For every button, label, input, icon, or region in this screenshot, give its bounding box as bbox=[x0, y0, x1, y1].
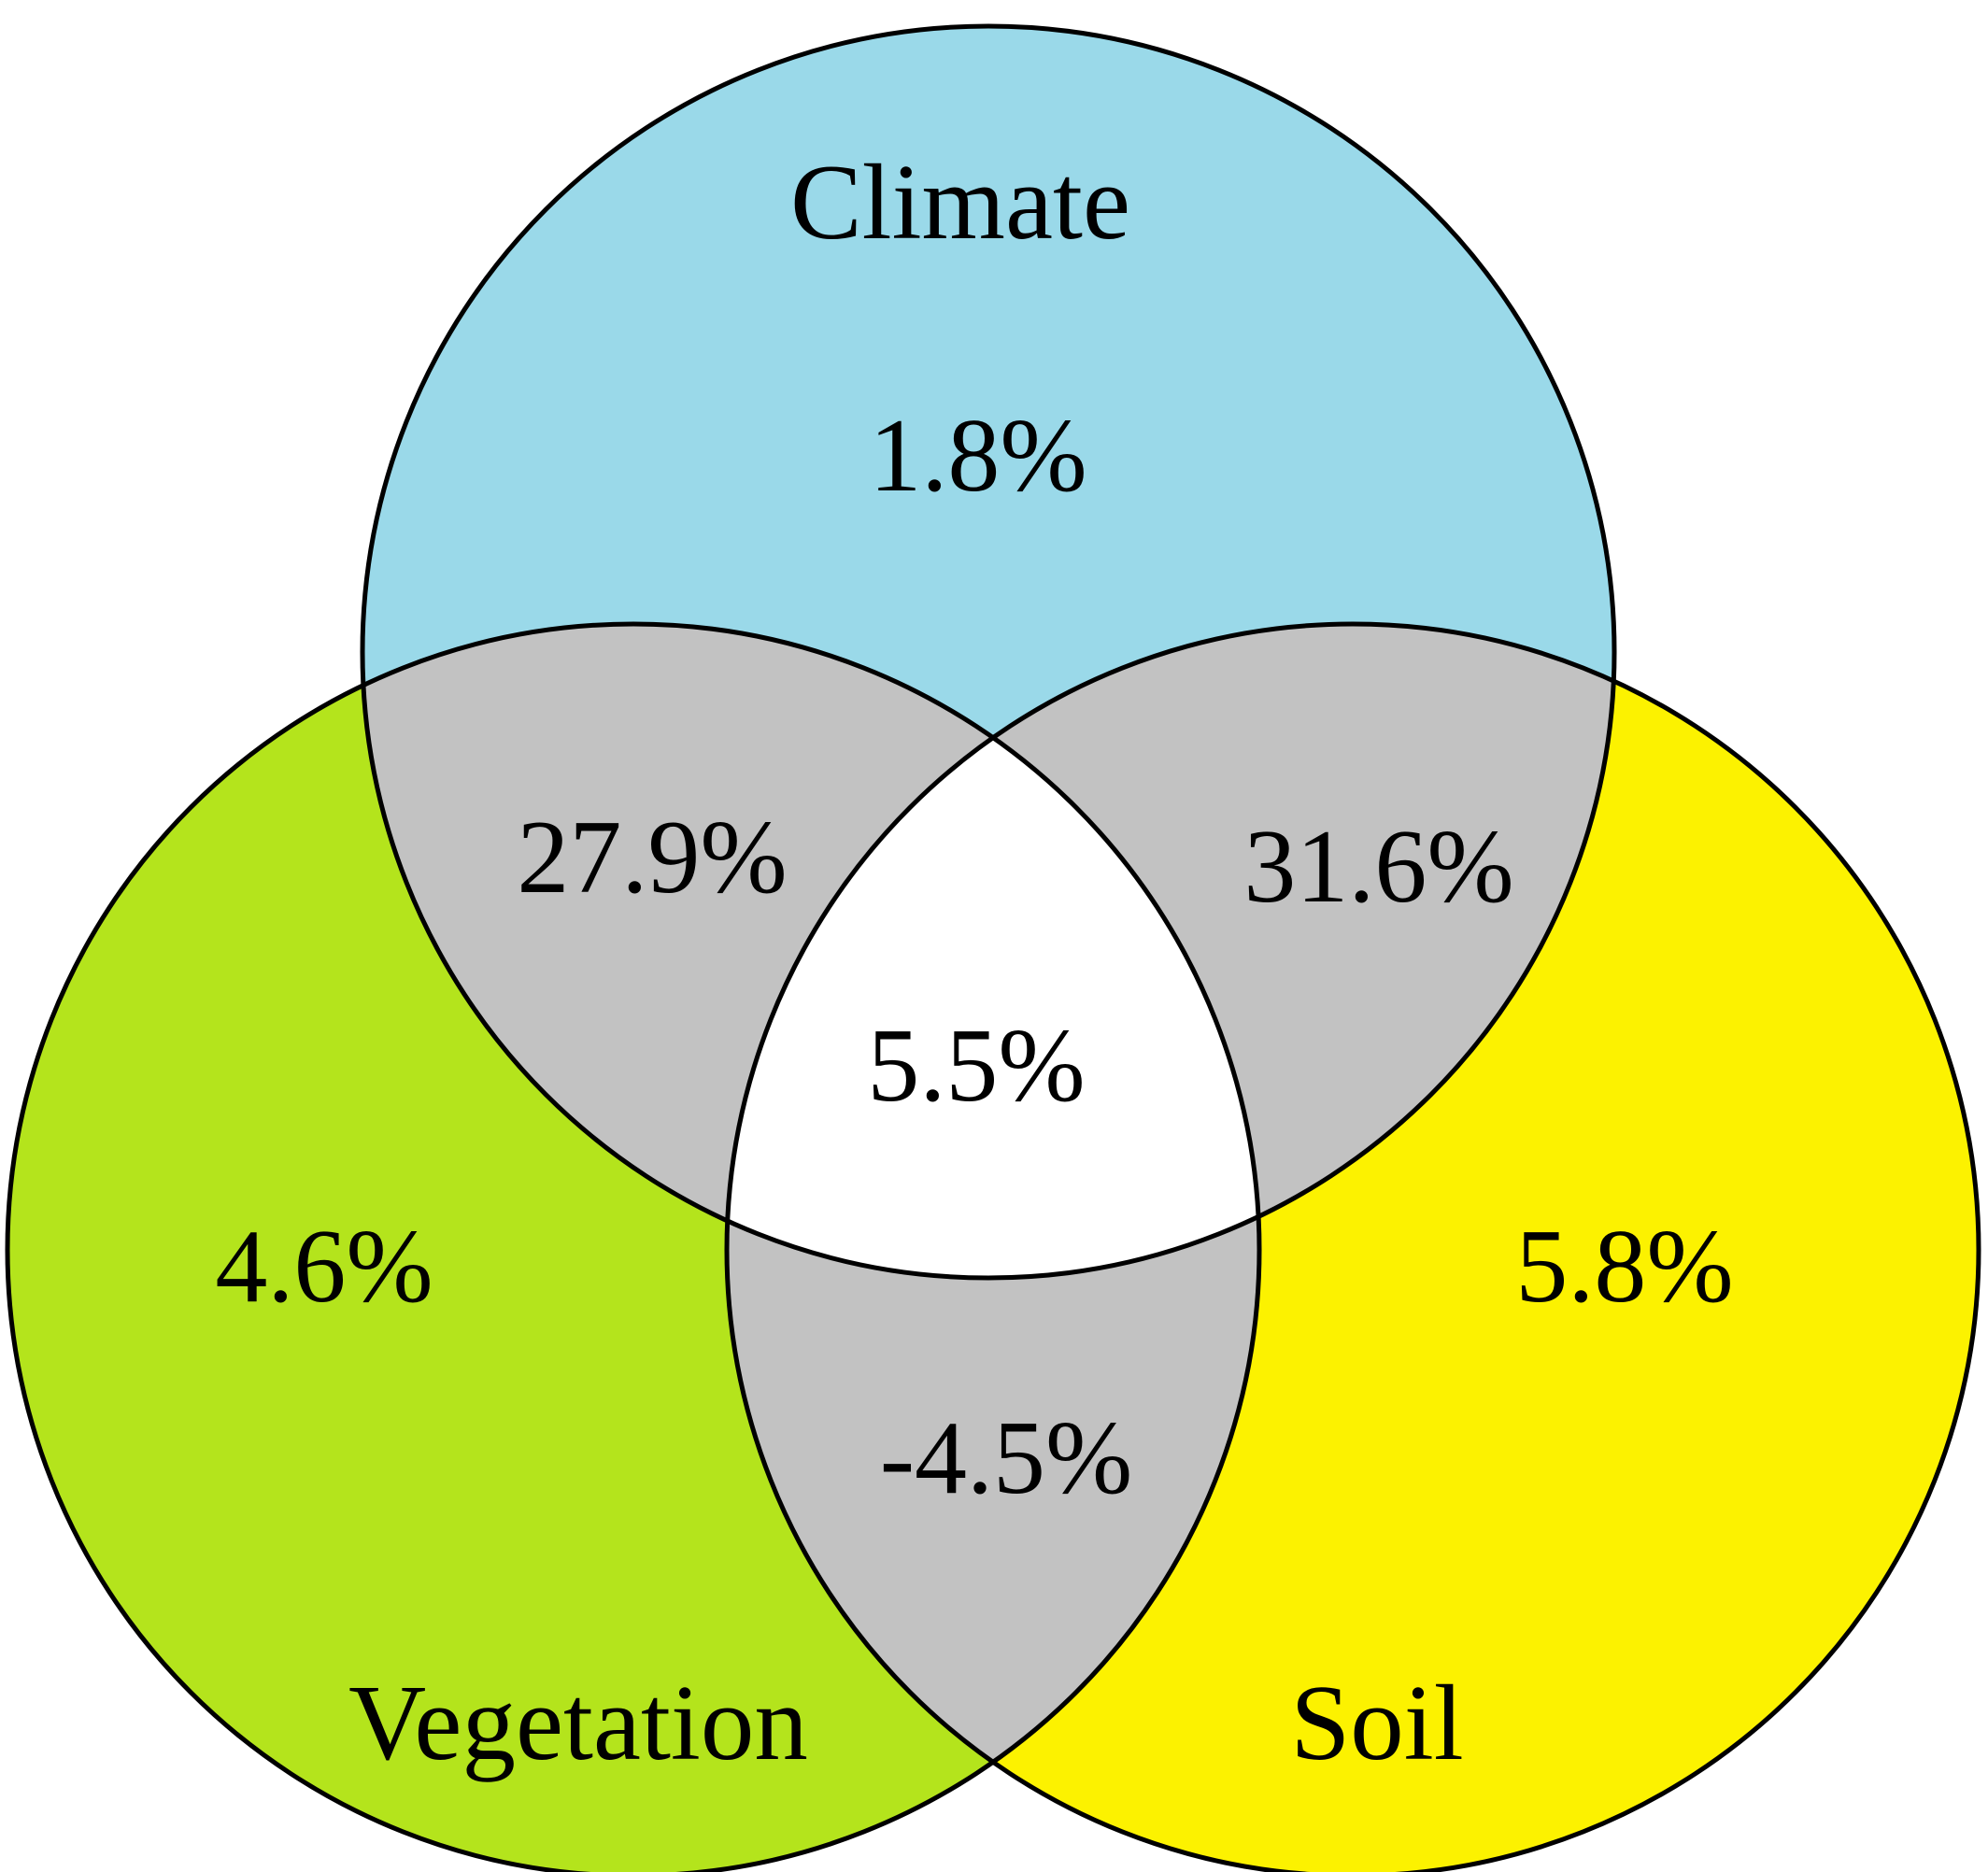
climate-circle-outline bbox=[360, 23, 1617, 1281]
vegetation-circle-outline bbox=[5, 621, 1262, 1872]
climate-only-value: 1.8% bbox=[869, 398, 1086, 514]
soil-label: Soil bbox=[1290, 1664, 1463, 1782]
triple-overlap bbox=[727, 624, 1259, 1278]
all-three-value: 5.5% bbox=[867, 1008, 1085, 1124]
vegetation-label: Vegetation bbox=[348, 1664, 808, 1782]
soil-only-value: 5.8% bbox=[1515, 1209, 1733, 1325]
climate-soil-value: 31.6% bbox=[1243, 809, 1513, 925]
vegetation-only-value: 4.6% bbox=[215, 1209, 433, 1325]
climate-label: Climate bbox=[790, 143, 1130, 262]
soil-circle-outline bbox=[724, 621, 1981, 1872]
climate-vegetation-value: 27.9% bbox=[517, 800, 787, 915]
vegetation-soil-value: -4.5% bbox=[880, 1400, 1133, 1516]
